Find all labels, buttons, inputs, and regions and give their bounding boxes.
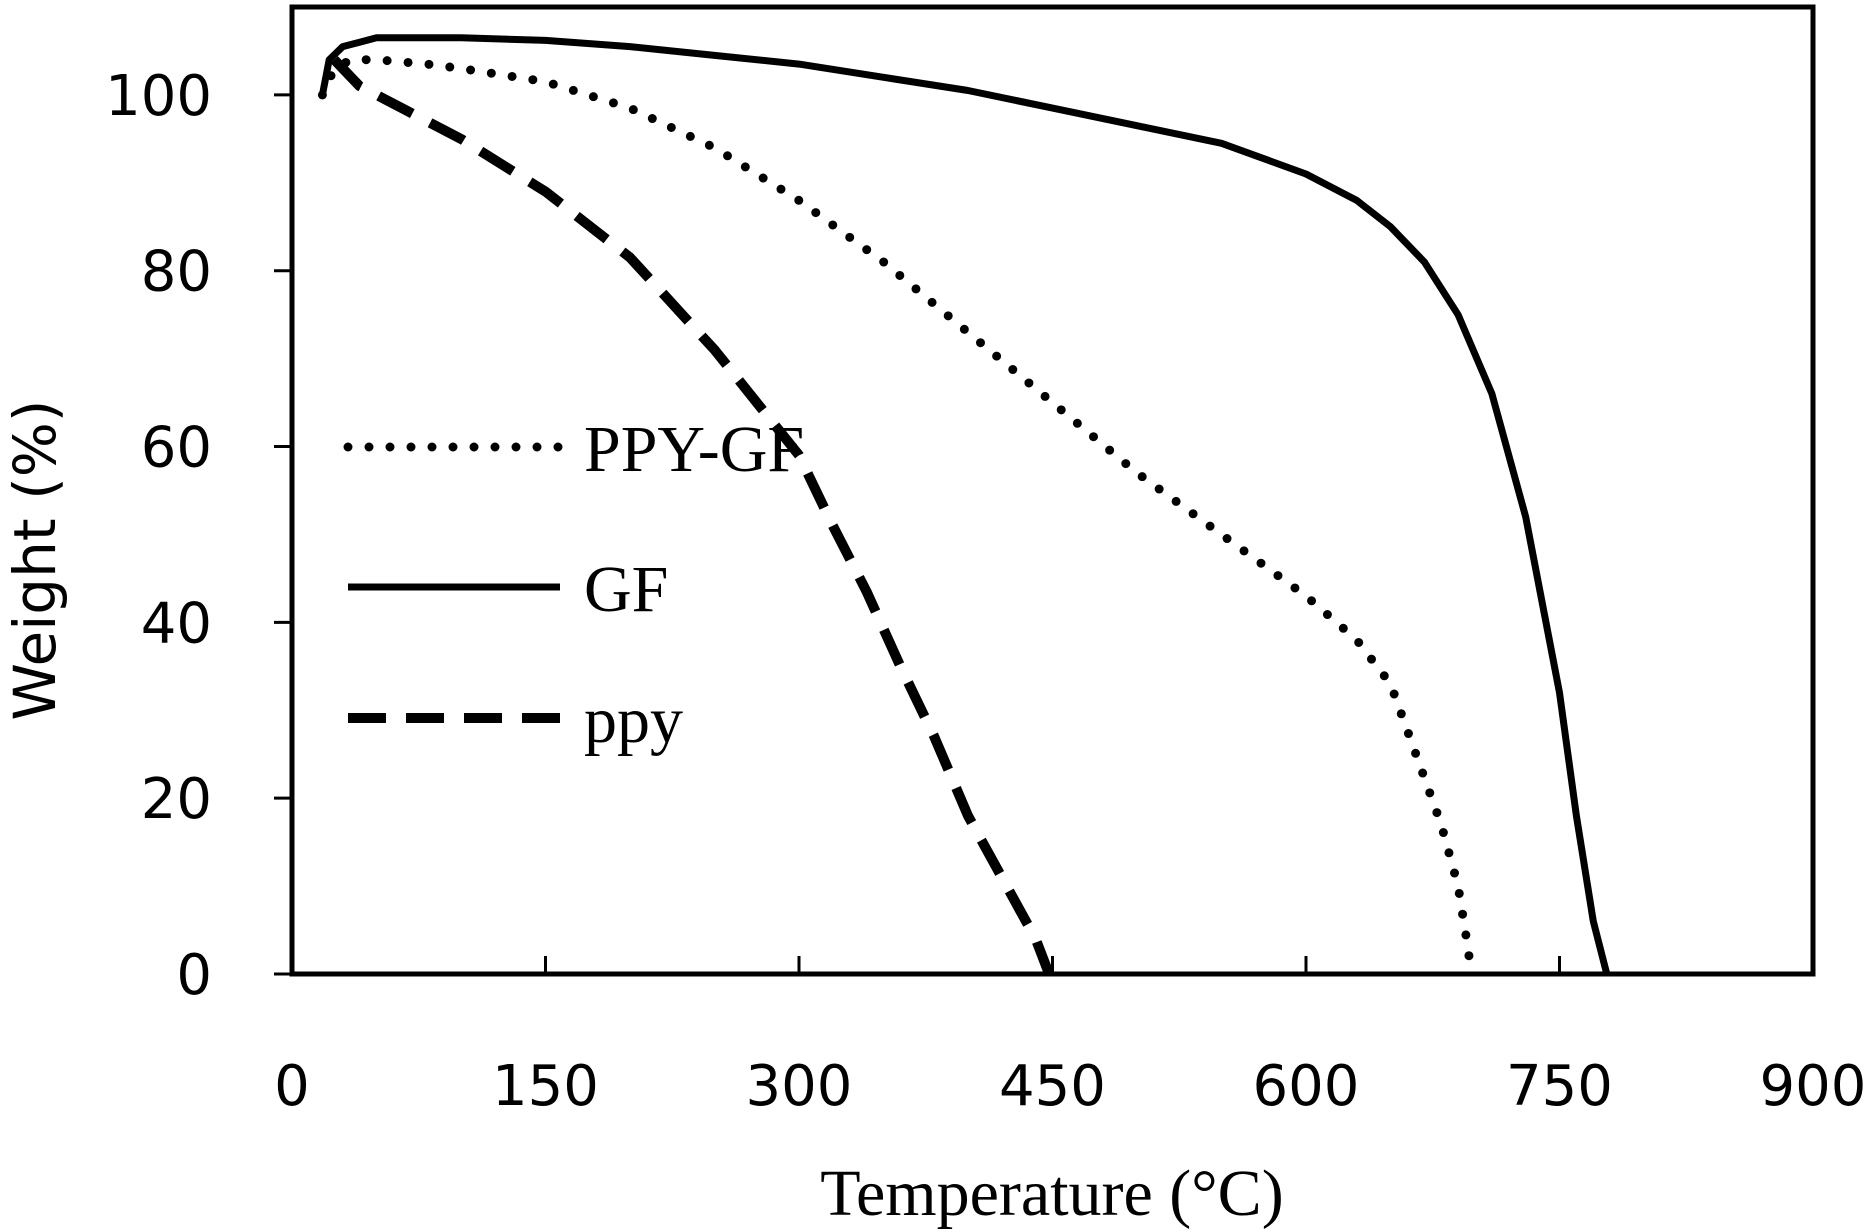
y-tick-label: 60 (141, 416, 212, 481)
legend-label-ppy-gf: PPY-GF (584, 413, 804, 486)
series-layer (317, 34, 1611, 979)
legend-label-gf: GF (584, 553, 668, 626)
y-tick-label: 20 (141, 767, 212, 832)
series-line-ppy-gf (317, 55, 1477, 979)
x-tick-label: 0 (274, 1054, 310, 1119)
x-axis-title: Temperature (°C) (820, 1157, 1283, 1230)
plot-area-frame (289, 4, 1816, 977)
legend-label-ppy: ppy (584, 684, 683, 757)
y-tick-label: 0 (176, 943, 212, 1008)
series-line-gf (318, 34, 1611, 975)
x-tick-label: 900 (1760, 1054, 1867, 1119)
y-tick-label: 80 (141, 240, 212, 305)
legend: PPY-GF GF ppy (343, 413, 804, 757)
series-line-ppy (330, 56, 1054, 976)
x-tick-label: 750 (1506, 1054, 1613, 1119)
x-tick-label: 300 (746, 1054, 853, 1119)
y-axis-title: Weight (%) (1, 400, 69, 721)
x-tick-label: 600 (1253, 1054, 1360, 1119)
x-tick-label: 150 (492, 1054, 599, 1119)
x-tick-label: 450 (999, 1054, 1106, 1119)
x-axis: 0 150 300 450 600 750 900 (274, 956, 1866, 1119)
y-tick-label: 100 (105, 64, 212, 129)
y-tick-label: 40 (141, 591, 212, 656)
y-axis: 0 20 40 60 80 100 (105, 64, 292, 1008)
